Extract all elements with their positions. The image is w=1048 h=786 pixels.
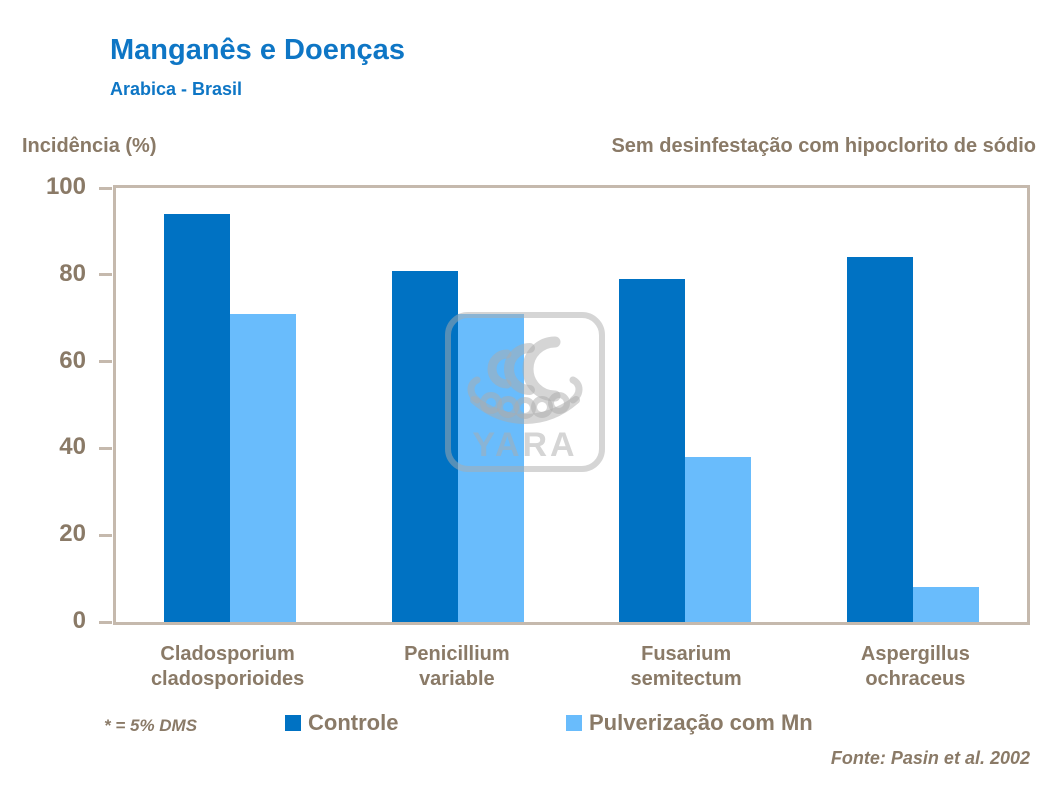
bar-controle-3	[847, 257, 914, 622]
bar-controle-0	[163, 214, 230, 622]
category-label-aspergillus: Aspergillus ochraceus	[801, 642, 1030, 692]
bar-controle-1	[391, 270, 458, 622]
category-line: variable	[419, 668, 495, 690]
y-tick-label-0: 0	[72, 607, 86, 634]
page-title: Manganês e Doenças	[110, 34, 405, 66]
y-tick-mark-0	[99, 620, 112, 624]
legend-label: Controle	[308, 710, 399, 735]
legend-swatch-pulverizacao	[566, 715, 582, 731]
condition-label: Sem desinfestação com hipoclorito de sód…	[611, 135, 1036, 157]
legend-item-controle: Controle	[285, 710, 398, 736]
y-tick-label-80: 80	[59, 259, 86, 287]
category-line: Cladosporium	[160, 643, 295, 665]
y-tick-mark-100	[99, 186, 112, 190]
category-line: ochraceus	[865, 668, 966, 690]
significance-note: * = 5% DMS	[104, 716, 198, 735]
bar-pulverizacao-2	[685, 457, 752, 622]
category-label-cladosporium: Cladosporium cladosporioides	[113, 642, 342, 692]
category-line: cladosporioides	[150, 668, 305, 690]
category-line: Aspergillus	[860, 643, 970, 665]
bar-pulverizacao-1	[457, 313, 524, 622]
category-line: Fusarium	[641, 643, 732, 665]
plot-area	[113, 185, 1030, 625]
y-tick-label-60: 60	[59, 346, 86, 374]
bar-pulverizacao-0	[229, 313, 296, 622]
category-labels-row: Cladosporium cladosporioides Penicillium…	[113, 642, 1030, 692]
category-line: Penicillium	[404, 643, 510, 665]
y-tick-label-100: 100	[45, 173, 86, 200]
bar-controle-2	[619, 279, 686, 622]
y-axis-title: Incidência (%)	[22, 135, 157, 157]
bar-pulverizacao-3	[913, 587, 980, 622]
source-citation: Fonte: Pasin et al. 2002	[830, 748, 1030, 768]
category-label-penicillium: Penicillium variable	[342, 642, 571, 692]
y-tick-label-40: 40	[59, 433, 86, 461]
y-tick-label-20: 20	[59, 520, 86, 548]
legend-label: Pulverização com Mn	[589, 710, 813, 735]
y-tick-mark-60	[99, 360, 112, 364]
y-tick-mark-40	[99, 446, 112, 450]
page-subtitle: Arabica - Brasil	[110, 79, 243, 99]
legend-item-pulverizacao: Pulverização com Mn	[566, 710, 813, 736]
category-line: semitectum	[630, 668, 742, 690]
category-label-fusarium: Fusarium semitectum	[572, 642, 801, 692]
legend-swatch-controle	[285, 715, 301, 731]
y-tick-mark-80	[99, 273, 112, 277]
y-tick-mark-20	[99, 533, 112, 537]
